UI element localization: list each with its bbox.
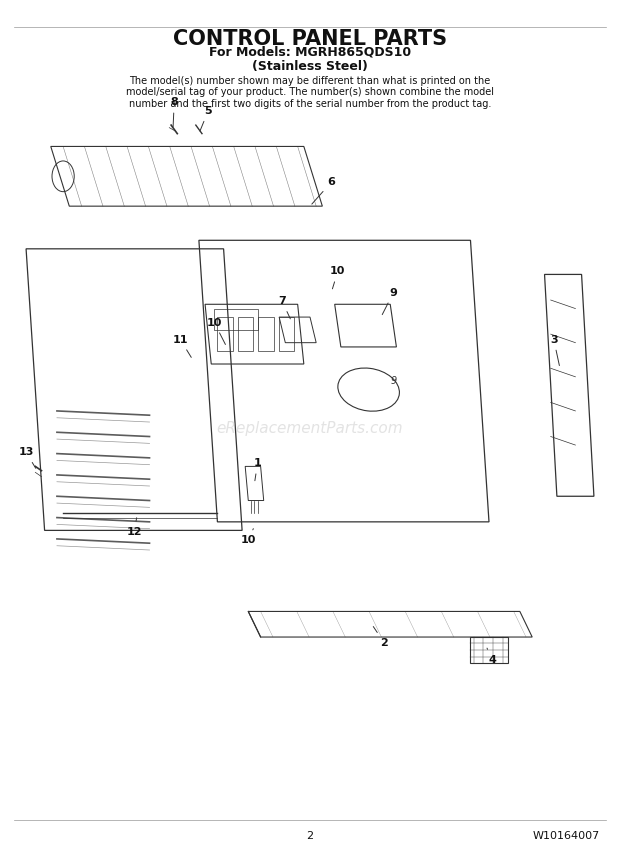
Text: 4: 4 [487, 648, 496, 664]
Text: 7: 7 [278, 296, 290, 318]
Text: (Stainless Steel): (Stainless Steel) [252, 60, 368, 74]
Text: 9: 9 [383, 288, 397, 315]
Text: eReplacementParts.com: eReplacementParts.com [216, 420, 404, 436]
Text: 13: 13 [19, 448, 36, 468]
Text: 5: 5 [200, 106, 212, 131]
Bar [238, 317, 253, 351]
Text: 10: 10 [206, 318, 226, 344]
Text: 10: 10 [330, 266, 345, 288]
Text: W10164007: W10164007 [533, 831, 600, 841]
Text: 11: 11 [172, 335, 192, 357]
Text: 9: 9 [390, 376, 396, 386]
Text: CONTROL PANEL PARTS: CONTROL PANEL PARTS [173, 29, 447, 49]
Text: The model(s) number shown may be different than what is printed on the
model/ser: The model(s) number shown may be differe… [126, 75, 494, 109]
Text: 2: 2 [373, 627, 388, 648]
Text: 2: 2 [306, 831, 314, 841]
Bar [278, 317, 294, 351]
Bar [215, 308, 257, 330]
Text: 8: 8 [170, 98, 178, 127]
Text: 6: 6 [312, 177, 335, 204]
Text: 12: 12 [126, 518, 142, 537]
Text: 10: 10 [241, 529, 256, 545]
Text: 3: 3 [550, 335, 559, 366]
Bar [218, 317, 233, 351]
Bar [258, 317, 273, 351]
Text: 1: 1 [254, 459, 262, 481]
Text: For Models: MGRH865QDS10: For Models: MGRH865QDS10 [209, 45, 411, 59]
